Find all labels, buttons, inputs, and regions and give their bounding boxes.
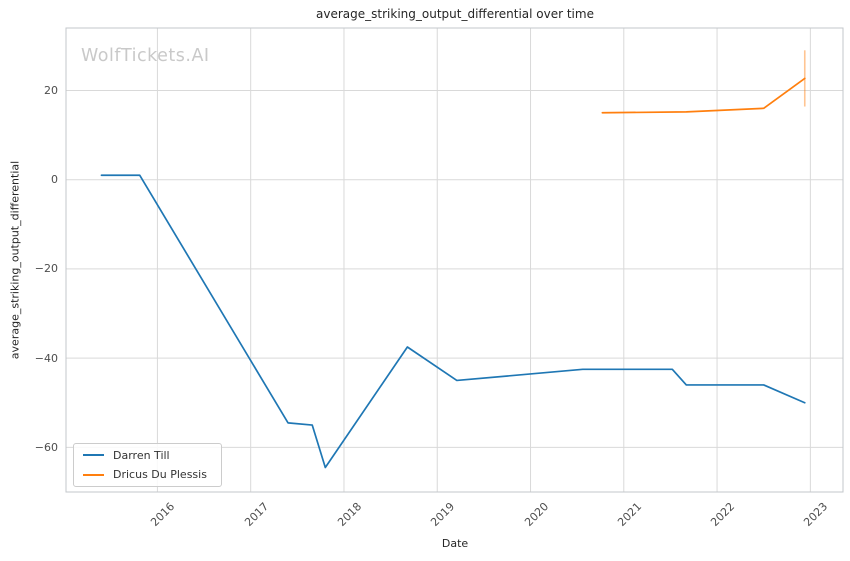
legend-box: Darren Till Dricus Du Plessis <box>73 443 222 487</box>
y-tick--40: −40 <box>34 351 58 365</box>
series-line-dricus-du-plessis <box>601 77 806 114</box>
legend-label-dricus-du-plessis: Dricus Du Plessis <box>113 468 207 482</box>
y-tick--60: −60 <box>34 440 58 454</box>
legend-item-darren-till: Darren Till <box>83 447 212 464</box>
y-tick-0: 0 <box>51 173 58 187</box>
y-tick--20: −20 <box>34 262 58 276</box>
y-axis-label: average_striking_output_differential <box>8 160 22 360</box>
y-tick-20: 20 <box>44 83 58 97</box>
legend-swatch-dricus-du-plessis <box>83 473 104 476</box>
plot-border <box>65 27 844 493</box>
legend-swatch-darren-till <box>83 454 104 457</box>
x-axis-label: Date <box>441 537 469 550</box>
legend-label-darren-till: Darren Till <box>113 448 170 462</box>
watermark: WolfTickets.AI <box>81 46 210 66</box>
series-line-darren-till <box>100 174 806 469</box>
legend-item-dricus-du-plessis: Dricus Du Plessis <box>83 467 212 484</box>
chart-title: average_striking_output_differential ove… <box>316 7 594 21</box>
